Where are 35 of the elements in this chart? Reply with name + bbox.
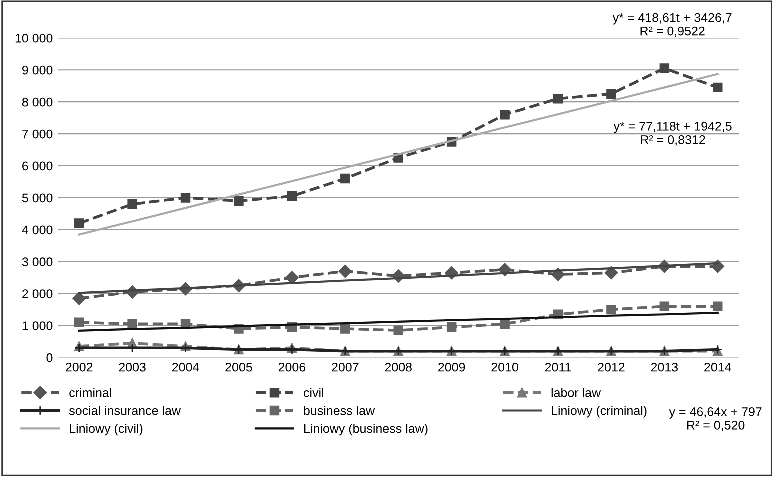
x-tick-label: 2002 — [66, 362, 93, 372]
text: y* = 418,61t + 3426,7 R² = 0,9522 — [612, 13, 732, 38]
annotation: y* = 77,118t + 1942,5 R² = 0,8312 — [614, 122, 732, 146]
legend-label: business law — [304, 406, 376, 416]
y-tick-label: 8 000 — [22, 98, 53, 107]
x-tick-label: 2013 — [651, 362, 678, 372]
x-tick-label: 2008 — [385, 362, 412, 372]
x-tick-label: 2012 — [598, 362, 625, 372]
y-tick-label: 7 000 — [22, 130, 53, 139]
y-tick-label: 9 000 — [22, 66, 53, 75]
x-tick-label: 2005 — [226, 362, 252, 372]
x-tick-label: 2014 — [704, 362, 732, 372]
x-tick-label: 2007 — [332, 362, 359, 372]
y-tick-label: 2 000 — [22, 290, 53, 298]
text: y = 46,64x + 797 R² = 0,520 — [669, 408, 762, 432]
x-tick-label: 2011 — [545, 362, 572, 372]
x-tick-label: 2004 — [172, 362, 200, 372]
legend-label: Liniowy (civil) — [70, 424, 143, 436]
x-tick-label: 2010 — [492, 362, 518, 372]
legend-label: civil — [304, 388, 324, 398]
legend-label: Liniowy (business law) — [304, 424, 428, 436]
y-tick-label: 5 000 — [22, 194, 53, 203]
y-tick-label: 6 000 — [22, 162, 53, 171]
legend-label: Liniowy (criminal) — [552, 406, 647, 418]
x-tick-label: 2006 — [278, 362, 306, 372]
y-tick-label: 10 000 — [16, 34, 53, 43]
x-tick-label: 2003 — [119, 362, 146, 372]
y-tick-label: 0 — [46, 354, 53, 362]
x-tick-label: 2009 — [438, 362, 466, 372]
legend-label: criminal — [70, 388, 112, 398]
legend-label: social insurance law — [69, 406, 182, 416]
y-tick-label: 3 000 — [22, 258, 53, 267]
legend-label: labor law — [552, 388, 602, 398]
y-tick-label: 4 000 — [22, 226, 53, 235]
y-tick-label: 1 000 — [22, 322, 53, 330]
